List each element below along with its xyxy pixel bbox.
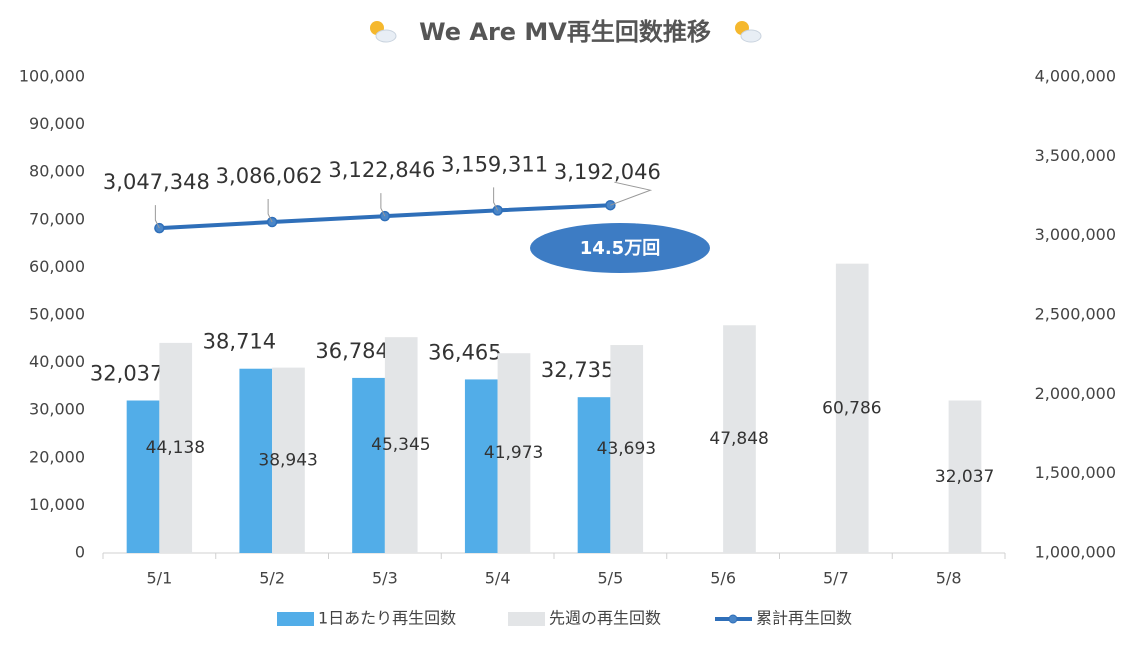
leader-line <box>610 181 653 206</box>
y-tick-label: 40,000 <box>29 352 85 371</box>
bar <box>577 397 611 553</box>
x-tick-label: 5/8 <box>936 569 962 588</box>
bar <box>610 345 644 553</box>
data-label: 45,345 <box>371 435 430 455</box>
data-label: 38,714 <box>203 330 276 354</box>
data-label: 36,465 <box>428 340 501 364</box>
data-label: 3,047,348 <box>103 170 210 194</box>
bar <box>126 400 160 553</box>
bar <box>239 368 273 553</box>
bar <box>835 263 869 553</box>
data-label: 36,784 <box>315 339 388 363</box>
legend-label: 先週の再生回数 <box>549 609 661 628</box>
bar <box>384 337 418 553</box>
data-label: 3,086,062 <box>216 164 323 188</box>
y-tick-label: 60,000 <box>29 257 85 276</box>
data-label: 60,786 <box>822 398 881 418</box>
data-label: 41,973 <box>484 443 543 463</box>
annotation-bubble <box>530 223 710 273</box>
y2-tick-label: 3,500,000 <box>1035 146 1116 165</box>
leader-line <box>267 199 273 223</box>
y-tick-label: 100,000 <box>19 67 85 86</box>
data-label: 3,122,846 <box>328 158 435 182</box>
y-tick-label: 0 <box>75 543 85 562</box>
annotation: 14.5万回 <box>580 238 660 259</box>
x-tick-label: 5/7 <box>823 569 849 588</box>
title-icon <box>370 21 762 43</box>
x-tick-label: 5/1 <box>147 569 173 588</box>
y2-tick-label: 2,000,000 <box>1035 384 1116 403</box>
data-label: 44,138 <box>146 438 205 458</box>
leader-line <box>493 187 499 211</box>
legend-swatch <box>728 614 738 624</box>
data-label: 32,037 <box>935 467 994 487</box>
y2-tick-label: 4,000,000 <box>1035 67 1116 86</box>
leader-line <box>380 193 386 217</box>
y-tick-label: 70,000 <box>29 209 85 228</box>
y-tick-label: 50,000 <box>29 305 85 324</box>
data-label: 43,693 <box>597 439 656 459</box>
x-tick-label: 5/6 <box>710 569 736 588</box>
legend-swatch <box>277 612 314 626</box>
bar <box>497 353 531 553</box>
bar <box>723 325 756 553</box>
x-tick-label: 5/5 <box>598 569 624 588</box>
y2-tick-label: 1,500,000 <box>1035 463 1116 482</box>
bar <box>272 367 305 553</box>
y2-tick-label: 2,500,000 <box>1035 305 1116 324</box>
y-tick-label: 20,000 <box>29 447 85 466</box>
data-label: 47,848 <box>709 429 768 449</box>
x-tick-label: 5/4 <box>485 569 511 588</box>
y-tick-label: 90,000 <box>29 114 85 133</box>
bar <box>464 379 498 553</box>
data-label: 32,735 <box>541 358 614 382</box>
chart-title: We Are MV再生回数推移 <box>419 18 711 46</box>
bar <box>352 377 385 553</box>
legend-label: 累計再生回数 <box>756 609 852 628</box>
data-label: 38,943 <box>258 450 317 470</box>
data-label: 3,192,046 <box>554 160 661 184</box>
y2-tick-label: 3,000,000 <box>1035 225 1116 244</box>
bar <box>948 400 982 553</box>
data-label: 32,037 <box>90 362 163 386</box>
x-tick-label: 5/2 <box>259 569 285 588</box>
y2-tick-label: 1,000,000 <box>1035 543 1116 562</box>
y-tick-label: 10,000 <box>29 495 85 514</box>
data-label: 3,159,311 <box>441 152 548 176</box>
y-tick-label: 80,000 <box>29 162 85 181</box>
legend-label: 1日あたり再生回数 <box>318 609 456 628</box>
y-tick-label: 30,000 <box>29 400 85 419</box>
bar <box>159 342 193 553</box>
x-tick-label: 5/3 <box>372 569 398 588</box>
leader-line <box>154 205 160 229</box>
legend-swatch <box>508 612 545 626</box>
